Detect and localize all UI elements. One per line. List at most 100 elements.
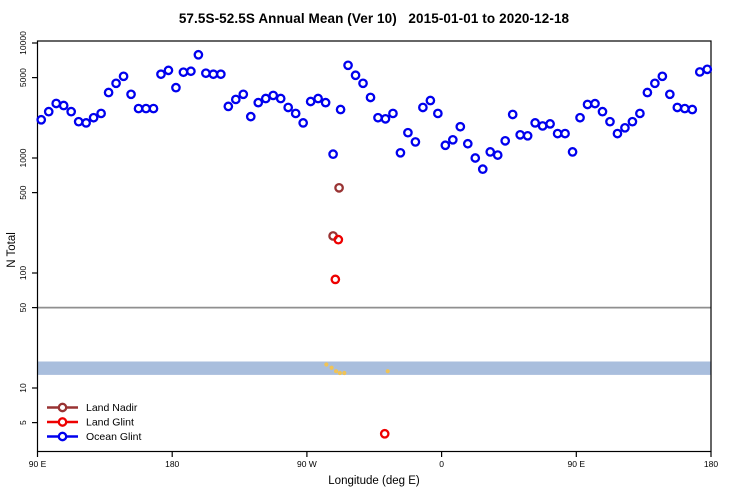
- data-point-unlabeled-yellow-marks: [342, 370, 347, 376]
- data-point-ocean-glint: [657, 71, 668, 82]
- data-point-ocean-glint: [605, 116, 615, 127]
- data-point-ocean-glint: [672, 102, 683, 113]
- data-point-ocean-glint: [111, 78, 121, 89]
- data-point-ocean-glint: [500, 135, 511, 146]
- data-point-ocean-glint: [73, 116, 84, 127]
- legend-marker: [57, 402, 68, 413]
- data-point-ocean-glint: [275, 93, 286, 104]
- data-point-ocean-glint: [679, 103, 690, 114]
- data-point-ocean-glint: [530, 118, 540, 128]
- data-point-land-nadir: [334, 183, 344, 193]
- data-point-ocean-glint: [245, 111, 256, 122]
- y-tick-label: 1000: [18, 148, 28, 167]
- data-point-ocean-glint: [642, 87, 653, 98]
- data-point-ocean-glint: [440, 140, 451, 151]
- data-point-ocean-glint: [403, 127, 413, 138]
- data-point-ocean-glint: [522, 130, 533, 141]
- data-point-ocean-glint: [365, 92, 376, 103]
- data-point-ocean-glint: [208, 69, 219, 80]
- data-point-ocean-glint: [156, 69, 166, 80]
- data-point-ocean-glint: [215, 69, 226, 80]
- data-point-ocean-glint: [238, 89, 249, 100]
- data-point-ocean-glint: [552, 128, 563, 139]
- y-tick-label: 10000: [18, 31, 28, 55]
- data-point-ocean-glint: [597, 106, 608, 117]
- legend-label: Land Glint: [86, 417, 134, 429]
- data-point-ocean-glint: [36, 114, 47, 125]
- x-tick-label: 90 E: [29, 459, 47, 469]
- legend-label: Ocean Glint: [86, 431, 142, 443]
- data-point-ocean-glint: [418, 102, 428, 113]
- data-point-ocean-glint: [395, 147, 406, 158]
- data-point-ocean-glint: [687, 104, 698, 115]
- data-point-ocean-glint: [298, 118, 309, 128]
- data-point-ocean-glint: [193, 49, 204, 60]
- data-point-ocean-glint: [290, 108, 301, 119]
- data-point-unlabeled-yellow-marks: [333, 369, 339, 374]
- plot-border: [36, 40, 712, 453]
- data-point-ocean-glint: [470, 153, 481, 163]
- data-point-ocean-glint: [560, 128, 570, 139]
- data-point-ocean-glint: [507, 109, 518, 120]
- data-point-ocean-glint: [328, 149, 338, 160]
- data-point-ocean-glint: [358, 78, 368, 89]
- x-axis-title: Longitude (deg E): [328, 475, 420, 487]
- data-point-ocean-glint: [380, 113, 391, 124]
- data-point-ocean-glint: [388, 108, 398, 119]
- data-point-ocean-glint: [253, 97, 264, 108]
- data-point-ocean-glint: [320, 97, 331, 108]
- data-point-ocean-glint: [118, 71, 129, 82]
- data-point-ocean-glint: [178, 67, 189, 78]
- data-point-ocean-glint: [515, 129, 526, 140]
- data-point-ocean-glint: [410, 137, 421, 147]
- highlight-band: [38, 361, 711, 375]
- data-point-ocean-glint: [612, 128, 623, 139]
- data-point-ocean-glint: [477, 164, 488, 174]
- data-point-ocean-glint: [433, 108, 443, 119]
- x-tick-label: 0: [439, 459, 444, 469]
- data-point-ocean-glint: [305, 96, 316, 107]
- legend-marker: [57, 417, 68, 427]
- data-point-ocean-glint: [268, 90, 279, 101]
- data-point-ocean-glint: [171, 82, 181, 93]
- data-point-ocean-glint: [88, 112, 99, 123]
- data-point-ocean-glint: [537, 121, 548, 131]
- data-point-ocean-glint: [702, 64, 713, 75]
- data-point-ocean-glint: [590, 98, 600, 109]
- data-point-ocean-glint: [373, 112, 383, 123]
- data-point-ocean-glint: [447, 134, 458, 145]
- data-point-ocean-glint: [223, 101, 234, 112]
- data-point-ocean-glint: [455, 121, 466, 132]
- data-point-ocean-glint: [51, 98, 62, 109]
- data-point-ocean-glint: [58, 100, 69, 111]
- y-tick-label: 500: [18, 185, 28, 199]
- data-point-ocean-glint: [567, 147, 578, 157]
- data-point-ocean-glint: [485, 147, 496, 157]
- data-point-ocean-glint: [230, 94, 241, 105]
- x-tick-label: 90 W: [297, 459, 317, 469]
- data-point-ocean-glint: [103, 87, 114, 98]
- data-point-ocean-glint: [627, 116, 638, 127]
- data-point-ocean-glint: [664, 89, 675, 100]
- data-point-ocean-glint: [43, 106, 54, 117]
- data-point-land-glint: [333, 234, 344, 245]
- data-point-ocean-glint: [148, 103, 159, 114]
- data-point-unlabeled-yellow-marks: [337, 370, 342, 376]
- data-point-ocean-glint: [133, 103, 144, 114]
- data-point-land-glint: [330, 274, 341, 285]
- data-point-ocean-glint: [141, 103, 151, 114]
- x-tick-label: 90 E: [568, 459, 586, 469]
- data-point-ocean-glint: [126, 89, 136, 100]
- data-point-ocean-glint: [335, 104, 346, 115]
- data-point-ocean-glint: [425, 95, 436, 106]
- data-point-ocean-glint: [343, 60, 353, 71]
- x-tick-label: 180: [165, 459, 179, 469]
- data-point-ocean-glint: [350, 70, 361, 81]
- data-point-ocean-glint: [81, 118, 91, 128]
- data-point-unlabeled-yellow-marks: [324, 362, 329, 367]
- data-point-ocean-glint: [313, 93, 323, 104]
- data-point-ocean-glint: [66, 106, 77, 117]
- data-point-unlabeled-yellow-marks: [385, 369, 390, 374]
- y-tick-label: 50: [18, 303, 28, 313]
